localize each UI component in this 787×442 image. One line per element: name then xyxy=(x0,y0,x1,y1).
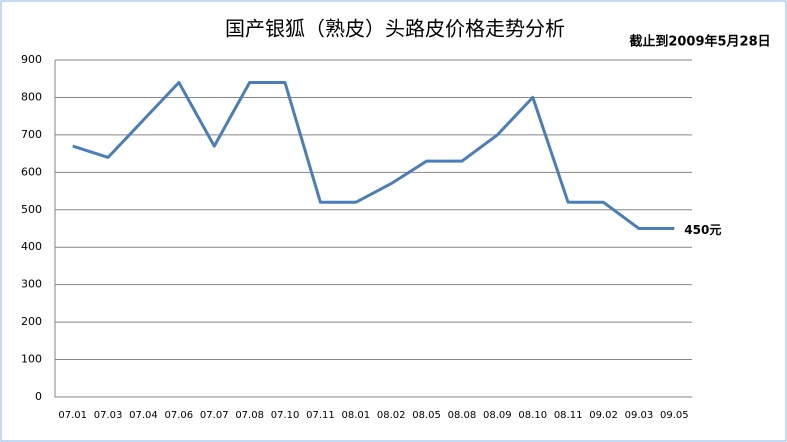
x-tick-label: 07.06 xyxy=(165,410,194,421)
x-tick-label: 08.08 xyxy=(448,410,477,421)
y-tick-label: 400 xyxy=(21,240,42,253)
y-tick-label: 200 xyxy=(21,315,42,328)
y-tick-label: 500 xyxy=(21,203,42,216)
x-tick-label: 08.10 xyxy=(518,410,547,421)
annotation: 截止到2009年5月28日 xyxy=(629,34,770,50)
y-tick-label: 600 xyxy=(21,165,42,178)
x-tick-label: 07.01 xyxy=(58,410,87,421)
x-tick-label: 08.01 xyxy=(341,410,370,421)
chart-title: 国产银狐（熟皮）头路皮价格走势分析 xyxy=(225,17,565,41)
x-tick-label: 08.11 xyxy=(554,410,583,421)
x-tick-label: 08.09 xyxy=(483,410,512,421)
x-tick-label: 09.03 xyxy=(625,410,654,421)
y-tick-label: 900 xyxy=(21,53,42,66)
y-tick-label: 0 xyxy=(35,390,42,403)
x-tick-label: 07.10 xyxy=(271,410,300,421)
x-tick-label: 08.02 xyxy=(377,410,406,421)
x-tick-label: 07.07 xyxy=(200,410,229,421)
y-tick-label: 800 xyxy=(21,90,42,103)
x-tick-label: 07.03 xyxy=(94,410,123,421)
y-tick-label: 100 xyxy=(21,353,42,366)
x-tick-label: 08.05 xyxy=(412,410,441,421)
y-tick-label: 300 xyxy=(21,278,42,291)
x-tick-label: 07.04 xyxy=(129,410,158,421)
x-tick-label: 07.11 xyxy=(306,410,335,421)
x-tick-label: 09.02 xyxy=(589,410,618,421)
y-tick-label: 700 xyxy=(21,128,42,141)
x-tick-label: 07.08 xyxy=(235,410,264,421)
data-label: 450元 xyxy=(684,223,721,237)
data-line xyxy=(72,81,675,230)
x-tick-label: 09.05 xyxy=(660,410,689,421)
